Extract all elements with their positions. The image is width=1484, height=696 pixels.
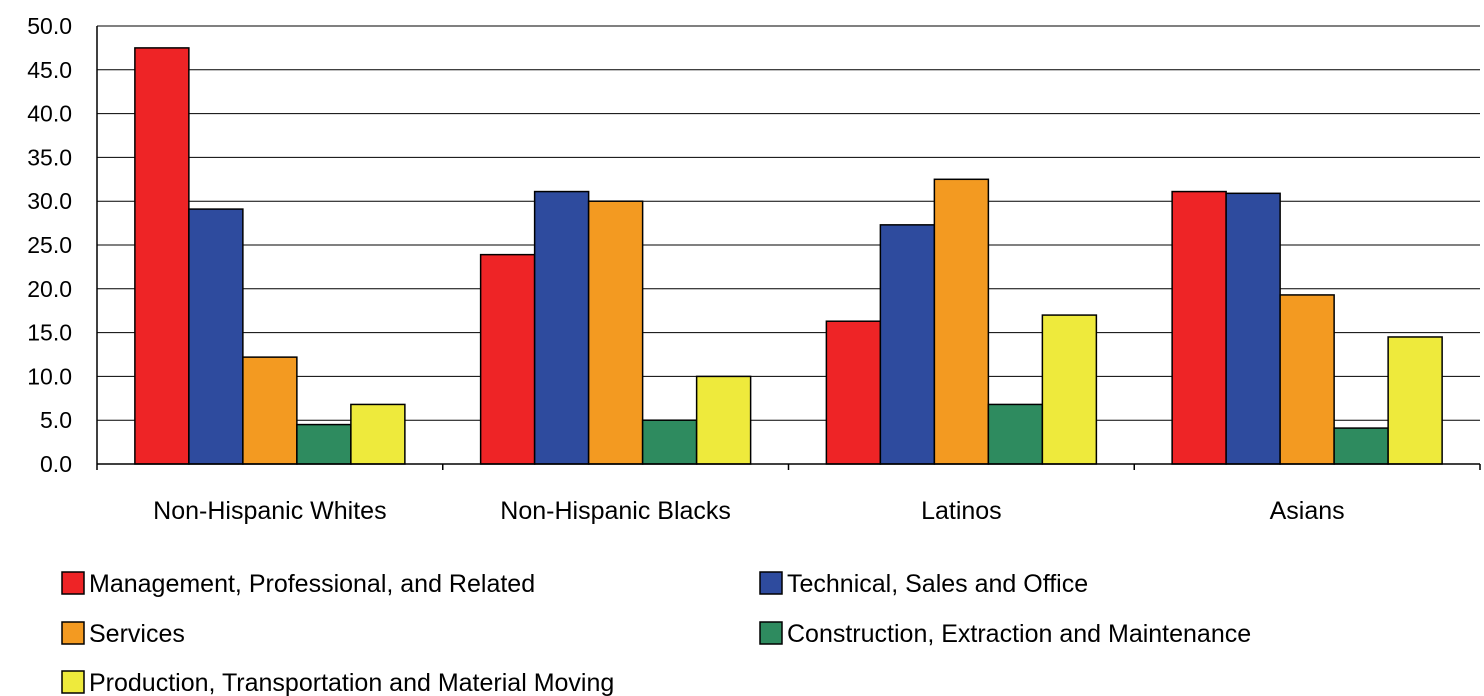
bar [242,356,298,465]
legend-swatch [759,621,783,645]
bar [987,403,1044,465]
bar [1387,336,1443,465]
legend-label: Management, Professional, and Related [89,570,535,598]
bar [296,423,352,465]
axes [96,26,1481,470]
bar [1225,192,1281,465]
legend-swatch [61,571,85,595]
y-tick-label: 50.0 [27,13,72,39]
legend: Management, Professional, and Related Tec… [61,570,1251,696]
x-category-label: Latinos [921,497,1002,525]
bar [1041,314,1098,465]
y-tick-label: 25.0 [27,232,72,258]
x-axis-labels: Non-Hispanic Whites Non-Hispanic Blacks La… [153,497,1344,525]
legend-label: Services [89,620,185,648]
bar [641,419,698,465]
bar [587,200,644,465]
legend-swatch [759,571,783,595]
gridlines [97,25,1480,421]
legend-label: Production, Transportation and Material … [89,669,614,696]
legend-label: Construction, Extraction and Maintenance [787,620,1251,648]
bar [1279,294,1335,465]
bar [933,178,990,465]
x-category-label: Non-Hispanic Whites [153,497,386,525]
y-tick-label: 45.0 [27,57,72,83]
y-tick-label: 5.0 [40,407,72,433]
bar [1171,190,1227,465]
legend-label: Technical, Sales and Office [787,570,1088,598]
bar [879,224,936,465]
bar [1333,427,1389,465]
y-tick-label: 20.0 [27,276,72,302]
bar [350,403,406,465]
y-tick-label: 10.0 [27,363,72,389]
x-category-label: Non-Hispanic Blacks [500,497,731,525]
bar [695,375,752,465]
bar [825,320,882,465]
y-axis-ticks: 0.0 5.0 10.0 15.0 20.0 25.0 30.0 35.0 40.0 45.0 50… [27,13,72,477]
y-tick-label: 0.0 [40,451,72,477]
y-tick-label: 35.0 [27,144,72,170]
y-tick-label: 40.0 [27,101,72,127]
legend-swatch [61,670,85,694]
x-category-label: Asians [1270,497,1345,525]
bar [188,208,244,465]
bar [479,253,536,465]
legend-swatch [61,621,85,645]
y-tick-label: 30.0 [27,188,72,214]
bar [533,190,590,465]
bars [134,47,1443,465]
y-tick-label: 15.0 [27,320,72,346]
bar [134,47,190,465]
